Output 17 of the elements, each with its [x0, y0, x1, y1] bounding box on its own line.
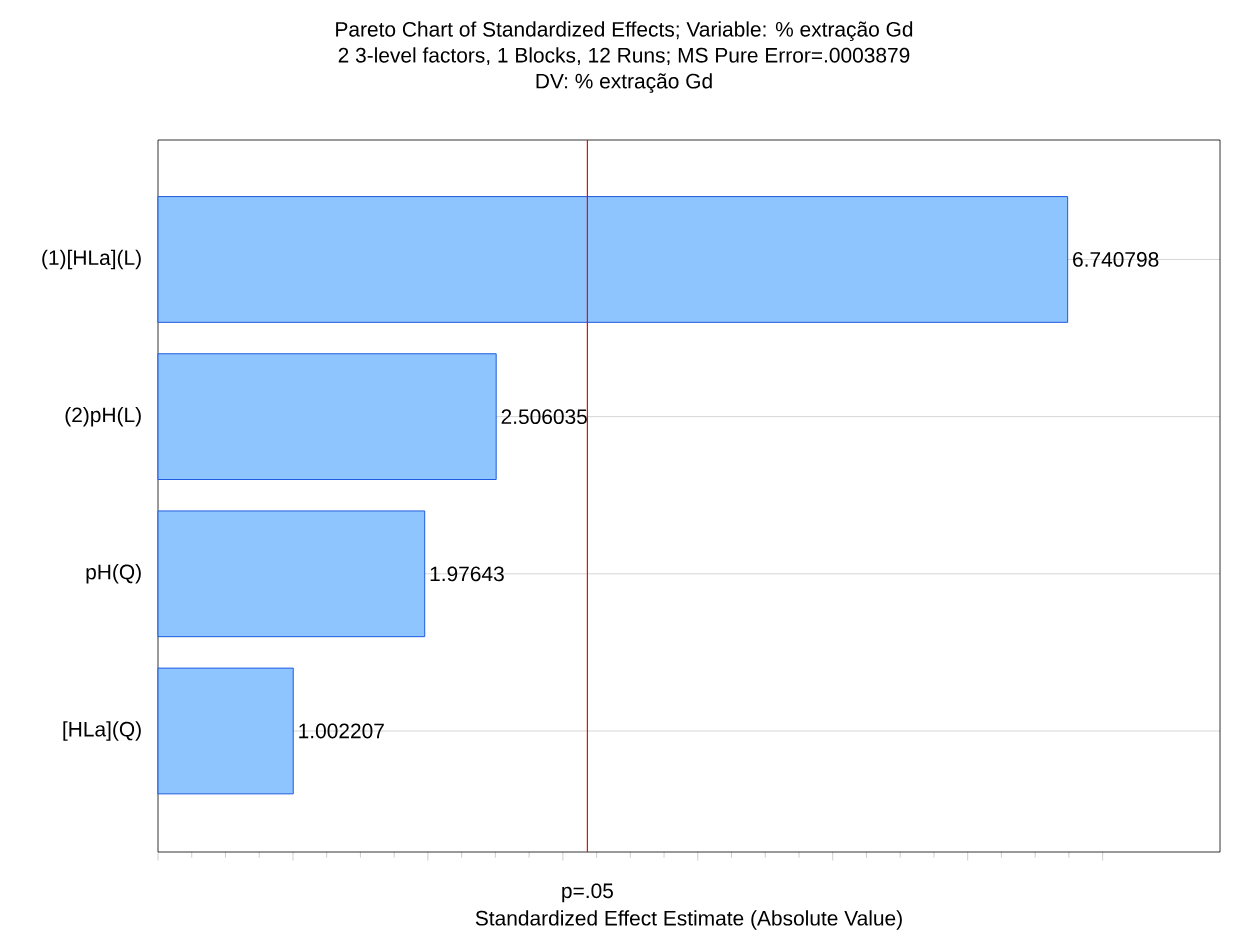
data-label: 2.506035	[501, 409, 587, 425]
ref-line-label: p=.05	[562, 883, 613, 903]
chart-subtitle: 2 3-level factors, 1 Blocks, 12 Runs; MS Pure Error=.0003879	[338, 47, 910, 66]
y-tick-label: (1)[HLa](L)	[42, 249, 141, 270]
text: DV: % extração Gd	[536, 73, 712, 93]
y-tick-label: pH(Q)	[86, 564, 141, 584]
x-axis-title: Standardized Effect Estimate (Absolute Value)	[475, 910, 902, 930]
data-label: 1.97643	[430, 566, 504, 582]
y-tick-label: [HLa](Q)	[63, 721, 141, 741]
data-label: 6.740798	[1073, 252, 1159, 267]
chart-title: Pareto Chart of Standardized Effects; Variable: % extração Gd	[336, 21, 913, 41]
bar	[157, 667, 294, 795]
y-tick-label: (2)pH(L)	[65, 406, 141, 427]
bar	[157, 510, 426, 638]
bar	[157, 353, 497, 480]
data-label: 1.002207	[299, 723, 384, 739]
bar	[157, 196, 1069, 323]
